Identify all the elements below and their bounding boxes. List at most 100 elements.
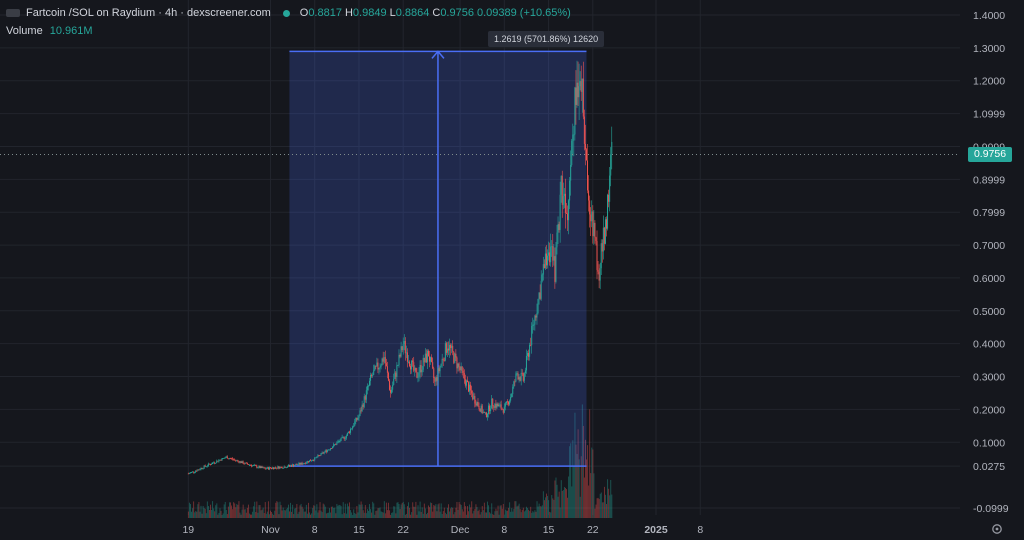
candle-body bbox=[217, 460, 219, 462]
volume-bar bbox=[200, 505, 202, 518]
volume-bar bbox=[468, 511, 470, 518]
volume-bar bbox=[244, 509, 246, 518]
volume-bar bbox=[456, 501, 458, 518]
volume-bar bbox=[588, 485, 590, 518]
volume-bar bbox=[281, 510, 283, 518]
volume-bar bbox=[284, 510, 286, 518]
candle-body bbox=[302, 463, 304, 465]
volume-bar bbox=[528, 509, 530, 518]
candle-body bbox=[212, 462, 214, 465]
candle-body bbox=[482, 411, 484, 413]
candle-body bbox=[198, 469, 200, 471]
volume-bar bbox=[476, 506, 478, 518]
candle-body bbox=[610, 154, 612, 176]
volume-bar bbox=[549, 511, 551, 518]
x-tick-label: 8 bbox=[697, 524, 703, 536]
volume-bar bbox=[512, 511, 514, 518]
volume-bar bbox=[385, 502, 387, 518]
candle-body bbox=[503, 406, 505, 413]
candle-body bbox=[380, 365, 382, 367]
volume-bar bbox=[510, 511, 512, 518]
volume-bar bbox=[203, 508, 205, 518]
candle-body bbox=[405, 352, 407, 354]
candle-body bbox=[599, 268, 601, 281]
volume-bar bbox=[496, 510, 498, 518]
volume-bar bbox=[215, 505, 217, 518]
volume-bar bbox=[432, 511, 434, 518]
y-tick-label: -0.0999 bbox=[973, 503, 1009, 515]
volume-bar bbox=[422, 513, 424, 518]
volume-bar bbox=[336, 503, 338, 518]
candle-body bbox=[249, 464, 251, 466]
volume-bar bbox=[321, 512, 323, 518]
candle-body bbox=[391, 389, 393, 393]
volume-bar bbox=[445, 514, 447, 518]
candle-body bbox=[473, 396, 475, 400]
candle-body bbox=[420, 364, 422, 373]
y-tick-label: 0.1000 bbox=[973, 437, 1005, 449]
candle-body bbox=[581, 78, 583, 92]
gear-icon[interactable] bbox=[991, 523, 1003, 535]
volume-bar bbox=[597, 497, 599, 518]
volume-bar bbox=[329, 508, 330, 518]
candle-body bbox=[269, 467, 271, 469]
volume-bar bbox=[250, 514, 251, 518]
candle-body bbox=[488, 405, 490, 414]
volume-bar bbox=[230, 502, 231, 518]
volume-bar bbox=[400, 504, 402, 518]
candle-body bbox=[218, 460, 220, 462]
volume-bar bbox=[240, 514, 242, 518]
candle-body bbox=[577, 82, 579, 98]
candle-body bbox=[600, 243, 602, 269]
candle-body bbox=[457, 363, 459, 369]
candle-body bbox=[455, 353, 457, 358]
candle-body bbox=[461, 366, 463, 371]
candle-body bbox=[470, 384, 472, 391]
candle-body bbox=[238, 461, 240, 463]
candle-body bbox=[609, 175, 611, 202]
candle-body bbox=[434, 378, 436, 382]
candle-body bbox=[580, 81, 582, 92]
volume-bar bbox=[494, 511, 496, 518]
candle-body bbox=[515, 373, 517, 382]
volume-bar bbox=[242, 504, 244, 518]
volume-bar bbox=[518, 503, 520, 518]
candle-body bbox=[378, 367, 380, 370]
y-tick-label: 0.7999 bbox=[973, 207, 1005, 219]
volume-bar bbox=[474, 509, 476, 518]
candle-body bbox=[216, 460, 218, 463]
candle-body bbox=[246, 462, 248, 465]
candle-body bbox=[518, 377, 520, 380]
candle-body bbox=[233, 459, 235, 461]
volume-bar bbox=[195, 511, 197, 518]
volume-bar bbox=[202, 505, 204, 518]
volume-bar bbox=[558, 491, 560, 518]
candle-body bbox=[462, 370, 464, 373]
candle-body bbox=[440, 363, 442, 367]
volume-bar bbox=[359, 504, 361, 518]
token-logo bbox=[6, 9, 20, 17]
y-tick-label: 0.2000 bbox=[973, 404, 1005, 416]
volume-bar bbox=[580, 456, 582, 518]
candle-body bbox=[576, 82, 578, 105]
volume-bar bbox=[423, 503, 425, 518]
ohlc-value: 0.9756 bbox=[440, 7, 474, 19]
volume-bar bbox=[378, 508, 380, 518]
volume-bar bbox=[497, 505, 499, 518]
y-tick-label: 1.3000 bbox=[973, 43, 1005, 55]
candle-body bbox=[291, 465, 293, 467]
candle-body bbox=[271, 468, 273, 469]
volume-bar bbox=[221, 514, 223, 518]
candle-body bbox=[277, 466, 279, 469]
candle-body bbox=[605, 219, 607, 229]
candle-body bbox=[262, 467, 264, 469]
volume-bar bbox=[374, 514, 376, 518]
volume-bar bbox=[237, 504, 239, 518]
volume-bar bbox=[216, 503, 218, 518]
volume-bar bbox=[255, 512, 257, 518]
candle-body bbox=[215, 462, 217, 464]
volume-bar bbox=[459, 504, 461, 518]
candle-body bbox=[442, 358, 444, 361]
candle-body bbox=[224, 457, 226, 459]
